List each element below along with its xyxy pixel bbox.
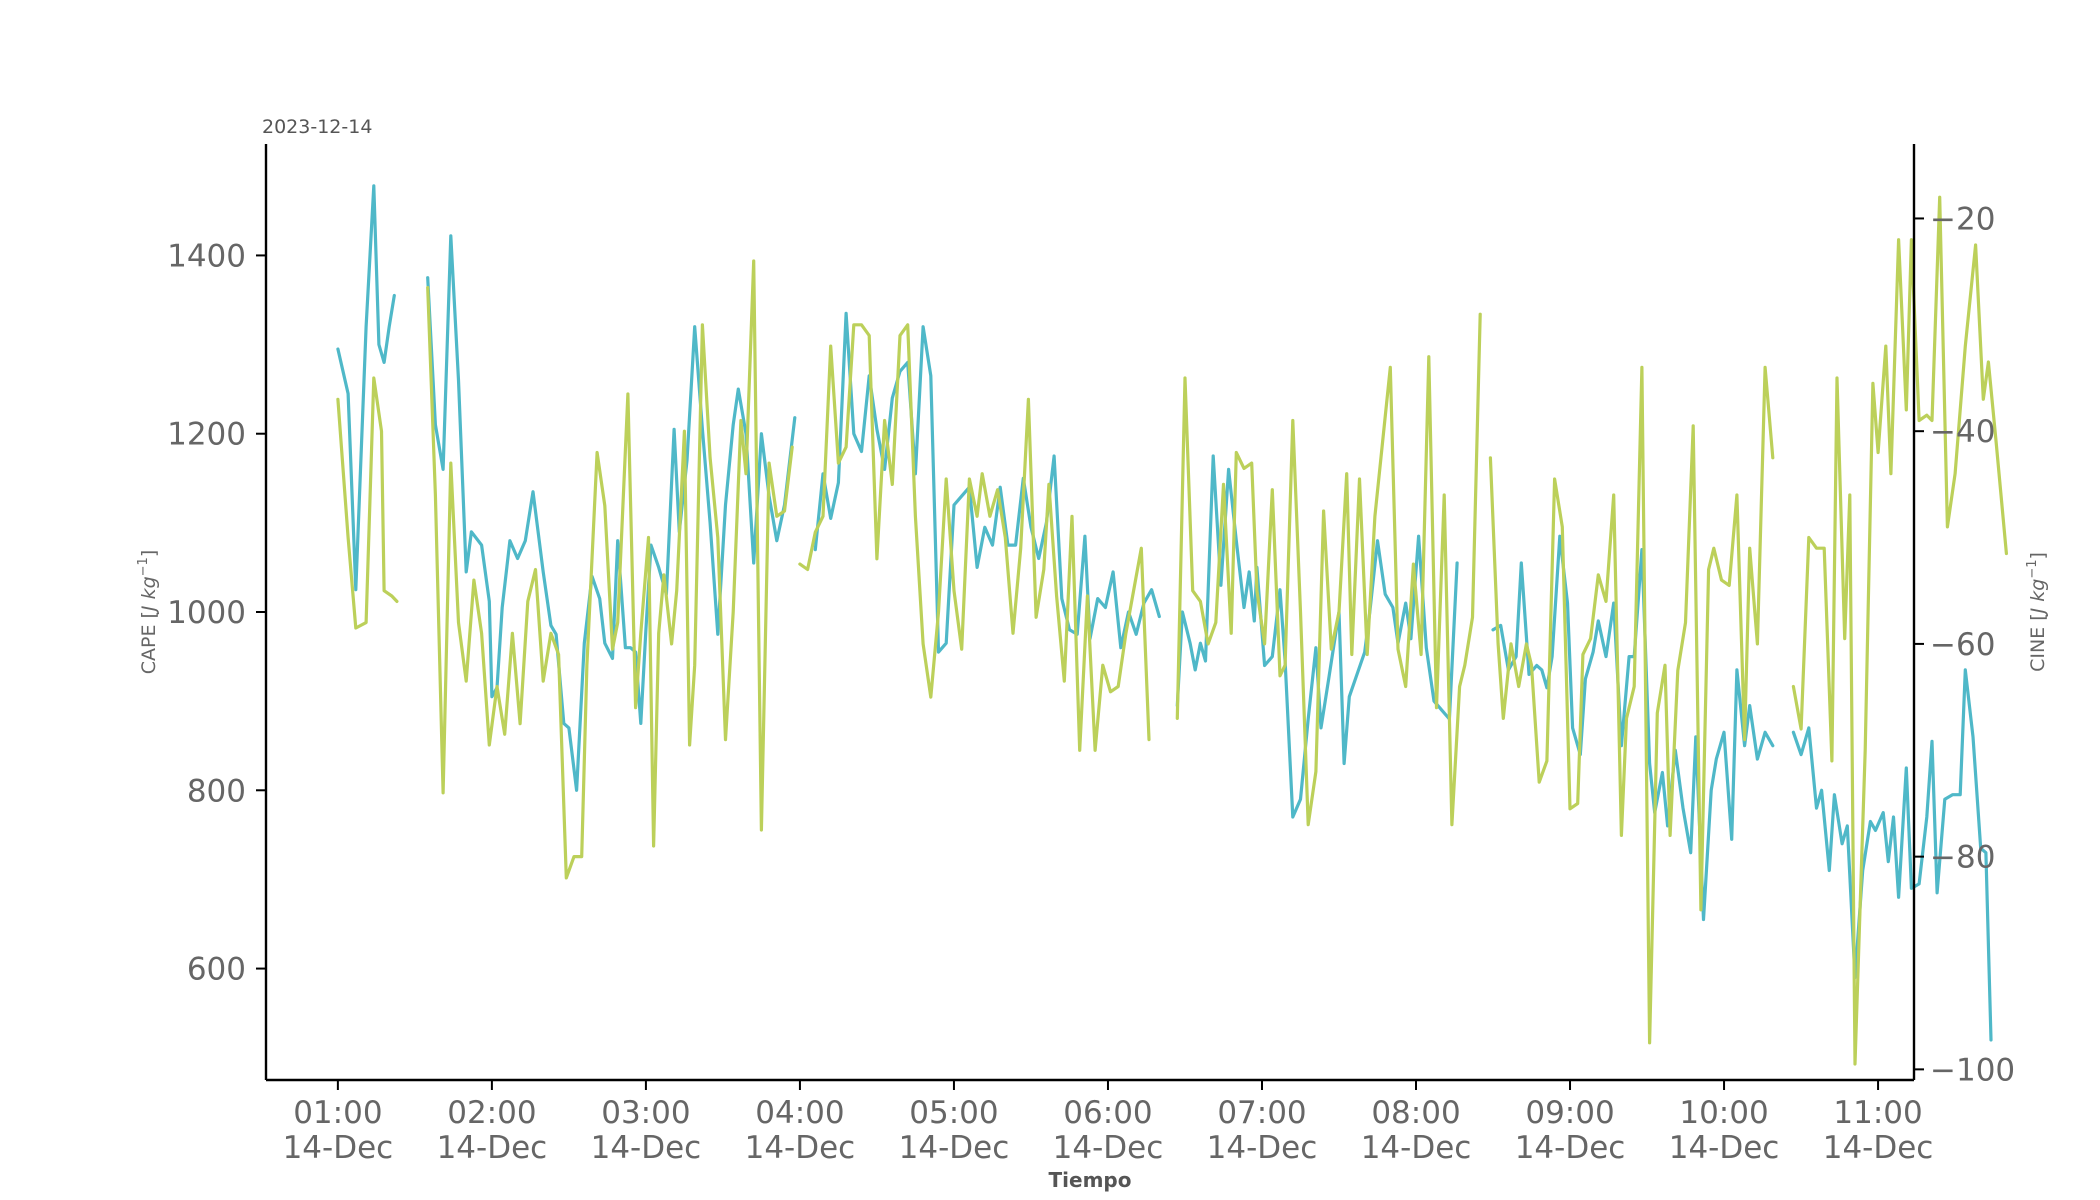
left-y-tick-label: 600: [187, 952, 246, 988]
plot-lines: [336, 184, 2009, 1066]
right-y-tick-label: −20: [1930, 201, 1995, 237]
x-tick-date-label: 14-Dec: [1823, 1130, 1934, 1166]
left-y-tick-label: 1400: [167, 238, 246, 274]
series-2-line-segment: [1488, 365, 1775, 1045]
x-tick-label: 04:00: [755, 1095, 844, 1131]
x-tick-label: 10:00: [1679, 1095, 1768, 1131]
left-y-tick-label: 800: [187, 773, 246, 809]
left-y-axis-ticks: 600 800 1000 1200 1400: [167, 238, 266, 988]
x-axis-ticks: 01:0014-Dec02:0014-Dec03:0014-Dec04:0014…: [283, 1080, 1934, 1166]
x-tick-date-label: 14-Dec: [745, 1130, 856, 1166]
right-y-tick-label: −40: [1930, 414, 1995, 450]
series-2-line-segment: [1791, 195, 2009, 1066]
right-y-tick-label: −80: [1930, 840, 1995, 876]
right-y-tick-label: −100: [1930, 1052, 2015, 1088]
series-1-line-segment: [1491, 534, 1775, 922]
x-tick-date-label: 14-Dec: [1207, 1130, 1318, 1166]
series-2-line-segment: [1175, 312, 1482, 827]
x-tick-label: 06:00: [1063, 1095, 1152, 1131]
x-tick-date-label: 14-Dec: [437, 1130, 548, 1166]
series-2-line-segment: [798, 323, 1151, 752]
x-tick-date-label: 14-Dec: [1515, 1130, 1626, 1166]
series-2-line-segment: [426, 259, 794, 880]
date-stamp: 2023-12-14: [262, 116, 372, 138]
x-tick-label: 05:00: [909, 1095, 998, 1131]
series-1-line-segment: [426, 234, 797, 792]
left-y-tick-label: 1200: [167, 417, 246, 453]
x-tick-date-label: 14-Dec: [1669, 1130, 1780, 1166]
left-y-axis-label: CAPE [J kg−1]: [136, 550, 160, 675]
x-tick-date-label: 14-Dec: [899, 1130, 1010, 1166]
x-tick-label: 02:00: [447, 1095, 536, 1131]
x-tick-label: 08:00: [1371, 1095, 1460, 1131]
x-tick-date-label: 14-Dec: [283, 1130, 394, 1166]
x-tick-date-label: 14-Dec: [591, 1130, 702, 1166]
x-axis-label: Tiempo: [1049, 1168, 1132, 1192]
series-1-line-segment: [336, 184, 396, 592]
series-2-line-segment: [336, 376, 399, 630]
series-1-line-segment: [813, 311, 1161, 654]
right-y-tick-label: −60: [1930, 627, 1995, 663]
x-tick-date-label: 14-Dec: [1361, 1130, 1472, 1166]
x-tick-label: 11:00: [1833, 1095, 1922, 1131]
series-1-line-segment: [1791, 668, 1993, 1042]
x-tick-label: 07:00: [1217, 1095, 1306, 1131]
x-tick-label: 03:00: [601, 1095, 690, 1131]
right-y-axis-ticks: −100 −80 −60 −40 −20: [1914, 201, 2015, 1088]
left-y-tick-label: 1000: [167, 595, 246, 631]
right-y-axis-label: CINE [J kg−1]: [2025, 552, 2049, 672]
x-tick-label: 09:00: [1525, 1095, 1614, 1131]
x-tick-label: 01:00: [293, 1095, 382, 1131]
x-tick-date-label: 14-Dec: [1053, 1130, 1164, 1166]
